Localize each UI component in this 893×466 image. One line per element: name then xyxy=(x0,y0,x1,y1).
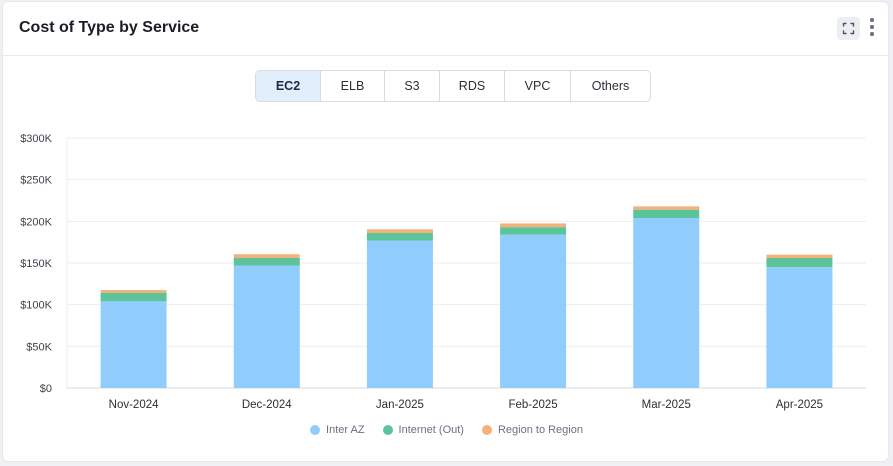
bar-segment xyxy=(233,258,300,266)
bar-segment xyxy=(633,206,700,210)
tab-elb[interactable]: ELB xyxy=(321,71,385,101)
x-tick-label: Apr-2025 xyxy=(776,399,823,411)
kebab-menu-icon[interactable] xyxy=(869,18,875,40)
tab-others[interactable]: Others xyxy=(591,79,630,93)
x-tick-label: Nov-2024 xyxy=(109,399,159,411)
card-title: Cost of Type by Service xyxy=(19,19,200,36)
expand-button[interactable] xyxy=(837,17,860,40)
y-tick-label: $200K xyxy=(20,216,52,228)
x-tick-label: Feb-2025 xyxy=(508,399,557,411)
bar-segment xyxy=(766,258,833,268)
y-tick-label: $300K xyxy=(20,133,52,145)
chart-legend: Inter AZ Internet (Out) Region to Region xyxy=(0,424,893,436)
y-tick-label: $100K xyxy=(20,300,52,312)
legend-item[interactable]: Inter AZ xyxy=(310,424,365,436)
bar-segment xyxy=(500,223,567,228)
tab-vpc[interactable]: VPC xyxy=(505,71,571,101)
bar-segment xyxy=(766,267,833,388)
y-tick-label: $150K xyxy=(20,258,52,270)
legend-label: Inter AZ xyxy=(326,424,365,436)
bar-segment xyxy=(366,229,433,233)
legend-label: Internet (Out) xyxy=(398,424,464,436)
legend-marker xyxy=(382,425,393,435)
bar-segment xyxy=(100,293,167,302)
bar-segment xyxy=(500,227,567,235)
y-tick-label: $0 xyxy=(40,383,52,395)
bar-segment xyxy=(100,290,167,293)
bar-segment xyxy=(500,234,567,388)
x-tick-label: Dec-2024 xyxy=(242,399,292,411)
bar-segment xyxy=(233,265,300,388)
bar-segment xyxy=(633,209,700,218)
expand-icon xyxy=(842,22,855,35)
bar-segment xyxy=(233,254,300,258)
y-tick-label: $50K xyxy=(26,341,52,353)
y-tick-label: $250K xyxy=(20,175,52,187)
tab-rds[interactable]: RDS xyxy=(440,71,505,101)
legend-label: Region to Region xyxy=(497,424,583,436)
legend-item[interactable]: Region to Region xyxy=(481,424,583,436)
tab-s3[interactable]: S3 xyxy=(385,71,440,101)
x-tick-label: Jan-2025 xyxy=(376,399,424,411)
legend-marker xyxy=(310,425,321,435)
legend-marker xyxy=(481,425,492,435)
bar-segment xyxy=(633,218,700,388)
service-tabs: EC2 ELB S3 RDS VPC Others xyxy=(255,70,651,102)
tab-ec2[interactable]: EC2 xyxy=(256,71,321,101)
bar-segment xyxy=(366,240,433,388)
bar-segment xyxy=(366,233,433,241)
x-tick-label: Mar-2025 xyxy=(642,399,691,411)
legend-item[interactable]: Internet (Out) xyxy=(382,424,464,436)
card-header: Cost of Type by Service xyxy=(3,2,888,56)
bar-segment xyxy=(100,301,167,388)
bar-segment xyxy=(766,254,833,258)
